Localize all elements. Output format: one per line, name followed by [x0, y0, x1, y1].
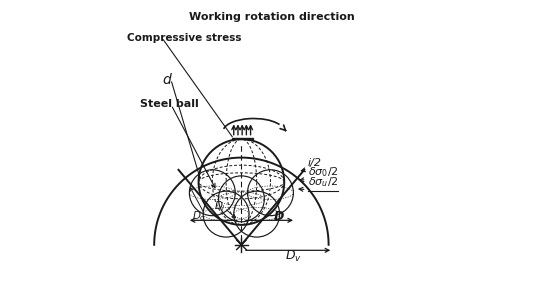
Text: $\delta\sigma_u/2$: $\delta\sigma_u/2$	[307, 175, 338, 189]
Text: d: d	[162, 73, 171, 87]
Text: $D_i$: $D_i$	[214, 200, 226, 214]
Text: Steel ball: Steel ball	[140, 99, 199, 109]
Text: $D_v$: $D_v$	[285, 249, 302, 264]
Text: D: D	[274, 210, 284, 223]
Text: $\delta\sigma_0/2$: $\delta\sigma_0/2$	[307, 165, 338, 179]
Text: Working rotation direction: Working rotation direction	[189, 12, 355, 22]
Polygon shape	[232, 138, 253, 139]
Text: Compressive stress: Compressive stress	[127, 33, 241, 43]
Text: $D_o$: $D_o$	[191, 209, 206, 223]
Text: i/2: i/2	[307, 158, 322, 168]
